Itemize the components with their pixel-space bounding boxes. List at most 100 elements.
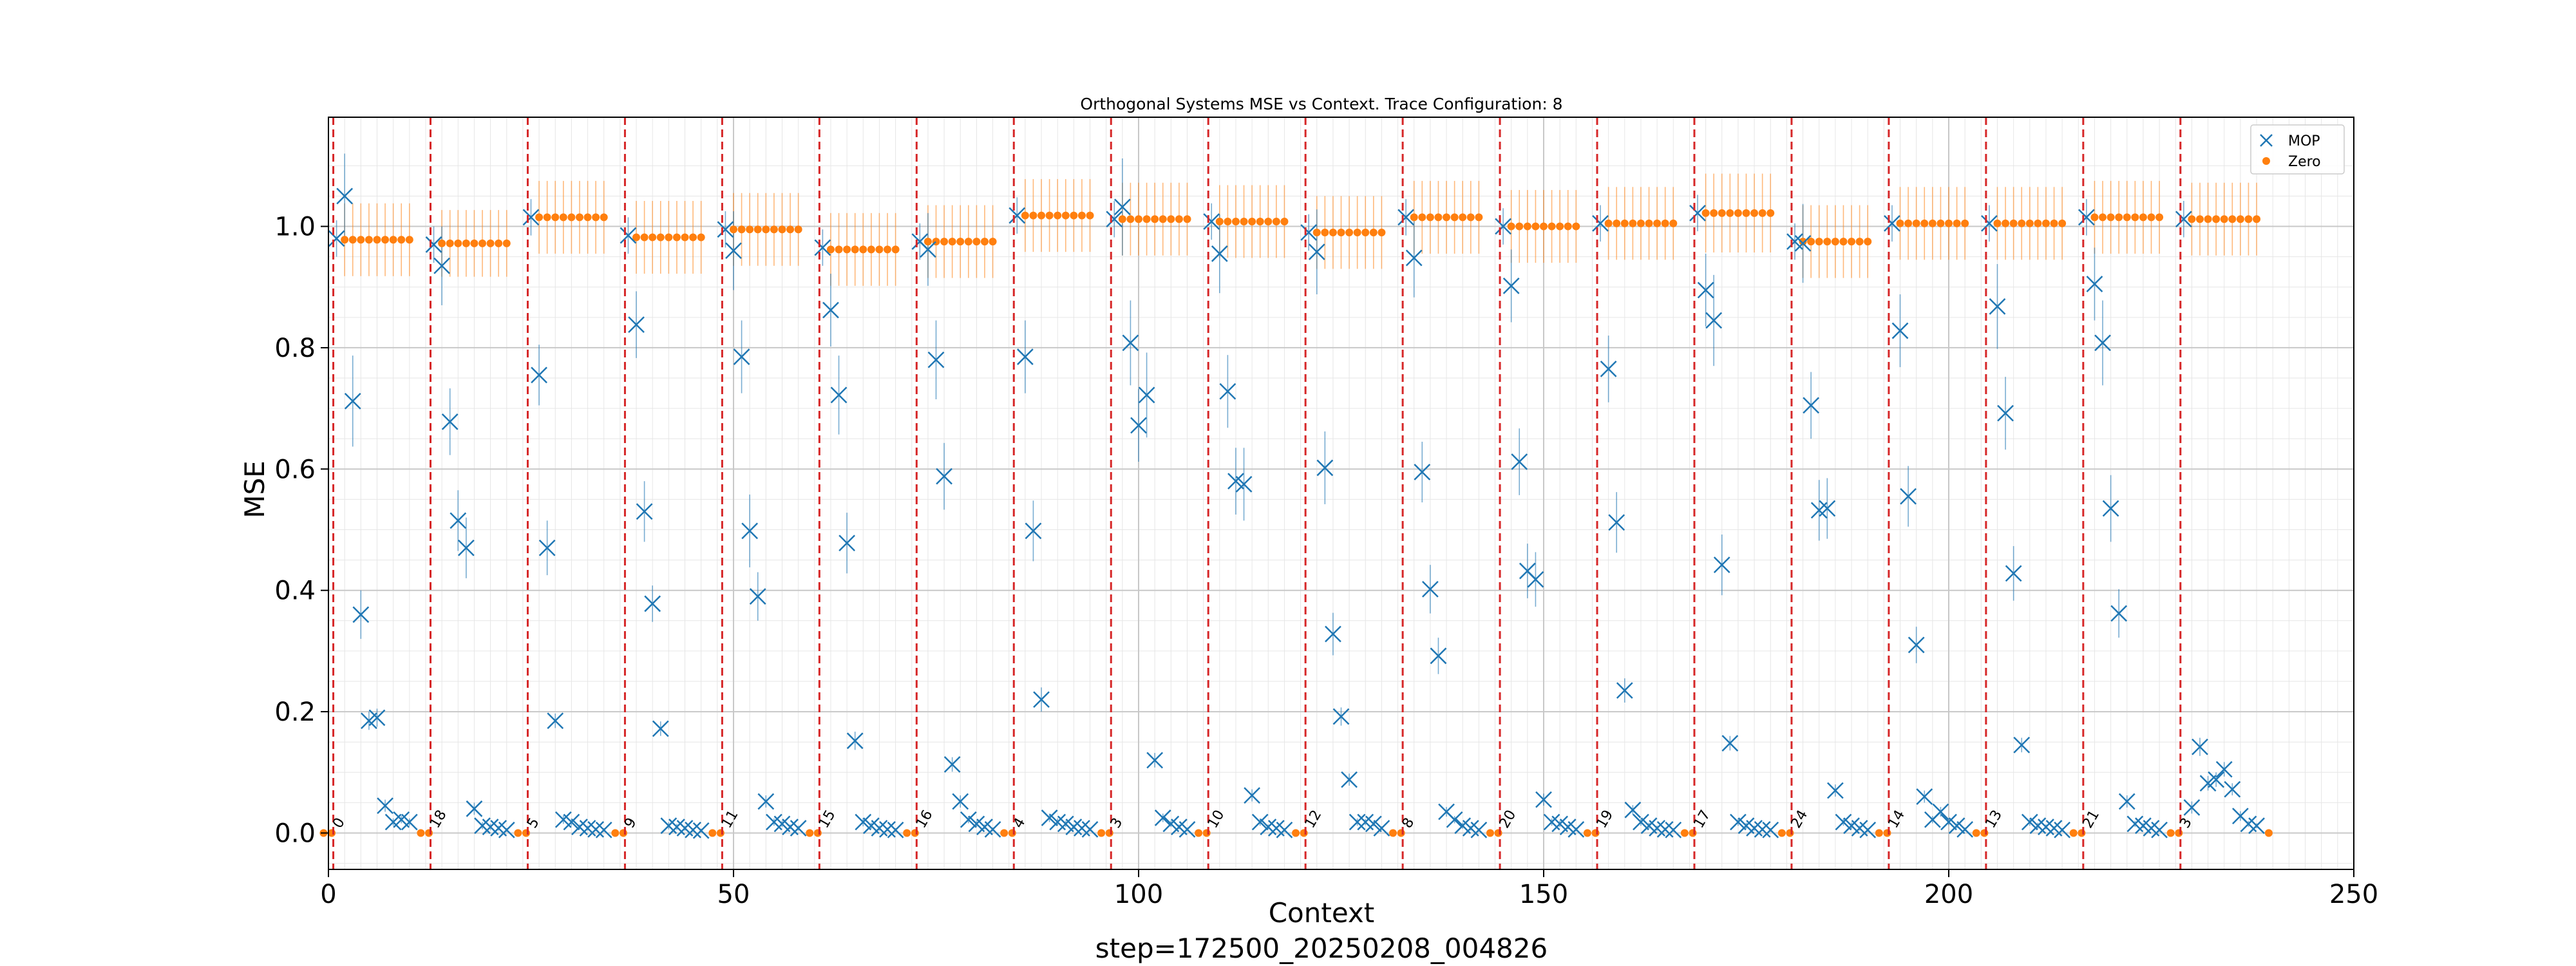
- zero-point: [1202, 829, 1211, 837]
- zero-point: [956, 238, 965, 246]
- zero-point: [1105, 829, 1113, 837]
- mop-marker-stroke: [1705, 312, 1723, 329]
- zero-point: [903, 829, 911, 837]
- mop-marker-stroke: [660, 817, 677, 835]
- mop-marker-stroke: [2183, 799, 2201, 816]
- mop-point: [2215, 761, 2233, 778]
- mop-point: [1948, 817, 1965, 835]
- zero-point: [583, 213, 592, 222]
- zero-point: [1077, 211, 1086, 220]
- zero-point: [1556, 222, 1564, 231]
- mop-marker-stroke: [1551, 815, 1569, 833]
- zero-point: [843, 245, 851, 254]
- zero-point: [1515, 222, 1524, 231]
- mop-point: [433, 257, 451, 274]
- mop-marker-stroke: [1122, 334, 1139, 352]
- zero-point: [1972, 829, 1980, 837]
- zero-point: [1175, 215, 1183, 223]
- mop-point: [1633, 813, 1649, 831]
- zero-point: [1070, 211, 1078, 220]
- mop-marker-stroke: [862, 817, 880, 835]
- y-tick-label: 0.8: [274, 334, 316, 363]
- mop-point: [2175, 211, 2192, 228]
- mop-marker-stroke: [2248, 817, 2265, 835]
- zero-point: [891, 245, 900, 254]
- mop-marker-stroke: [490, 820, 507, 837]
- zero-point: [1418, 213, 1426, 222]
- mop-point: [377, 797, 393, 814]
- zero-point: [656, 233, 665, 242]
- mop-point: [1624, 801, 1642, 819]
- mop-point: [790, 820, 807, 837]
- mop-point: [587, 820, 605, 838]
- mop-point: [1349, 813, 1366, 831]
- mop-point: [2151, 821, 2168, 838]
- mop-marker-stroke: [377, 797, 393, 814]
- mop-marker-stroke: [1332, 708, 1350, 725]
- zero-point: [1777, 829, 1786, 837]
- mop-point: [846, 732, 864, 750]
- mop-point: [1341, 771, 1358, 788]
- mop-marker-stroke: [1665, 821, 1682, 838]
- zero-point: [980, 238, 989, 246]
- zero-point: [2264, 829, 2273, 837]
- mop-marker-stroke: [1438, 803, 1455, 820]
- mop-marker-stroke: [522, 209, 540, 226]
- step-footer-label: step=172500_20250208_004826: [1095, 933, 1548, 964]
- zero-point: [1312, 228, 1321, 236]
- mop-marker-stroke: [1721, 735, 1739, 752]
- zero-point: [1466, 213, 1475, 222]
- mop-marker-stroke: [425, 236, 442, 253]
- mop-marker-stroke: [1260, 819, 1277, 835]
- mop-marker-stroke: [2094, 334, 2111, 352]
- mop-marker-stroke: [2029, 817, 2047, 835]
- zero-point: [2139, 213, 2147, 222]
- zero-point: [2018, 219, 2026, 227]
- context-segment: 11: [708, 117, 807, 869]
- zero-point: [611, 829, 620, 837]
- zero-point: [1397, 829, 1405, 837]
- mop-marker-stroke: [685, 821, 701, 838]
- mop-point: [628, 316, 645, 334]
- mop-point: [1211, 245, 1228, 262]
- mop-marker-stroke: [1713, 556, 1730, 574]
- mop-point: [644, 595, 661, 612]
- zero-point: [665, 233, 673, 242]
- zero-point: [940, 238, 949, 246]
- mop-point: [498, 821, 515, 838]
- mop-marker-stroke: [822, 301, 839, 319]
- mop-point: [749, 588, 766, 605]
- context-segment: 4: [1000, 117, 1099, 869]
- mop-point: [1826, 782, 1844, 799]
- x-tick-label: 200: [1924, 880, 1973, 909]
- mop-point: [1316, 459, 1334, 477]
- zero-point: [2228, 215, 2237, 223]
- mop-marker-stroke: [871, 820, 888, 837]
- zero-point: [1864, 238, 1872, 246]
- zero-point: [1786, 829, 1794, 837]
- mop-point: [1365, 815, 1382, 833]
- mop-point: [1527, 571, 1544, 588]
- mop-point: [1819, 500, 1836, 517]
- mop-marker-stroke: [1730, 813, 1747, 831]
- mop-point: [1908, 636, 1925, 654]
- mop-marker-stroke: [1948, 817, 1965, 835]
- mop-marker-stroke: [1989, 298, 2006, 315]
- y-tick-label: 0.2: [274, 697, 316, 727]
- mop-marker-stroke: [538, 539, 556, 556]
- zero-point: [1928, 219, 1937, 227]
- mop-marker-stroke: [1859, 821, 1877, 838]
- zero-point: [632, 233, 641, 242]
- mop-point: [1940, 813, 1957, 831]
- mop-point: [1608, 514, 1625, 531]
- zero-point: [357, 236, 365, 244]
- mop-point: [725, 242, 742, 260]
- mop-marker-stroke: [1746, 820, 1763, 837]
- legend: MOP Zero: [2250, 124, 2345, 175]
- mop-marker-stroke: [2045, 820, 2063, 837]
- mop-marker-stroke: [1543, 813, 1560, 831]
- mop-point: [401, 813, 418, 831]
- mop-marker-stroke: [344, 392, 361, 410]
- mop-marker-stroke: [482, 819, 499, 835]
- zero-point: [1904, 219, 1913, 227]
